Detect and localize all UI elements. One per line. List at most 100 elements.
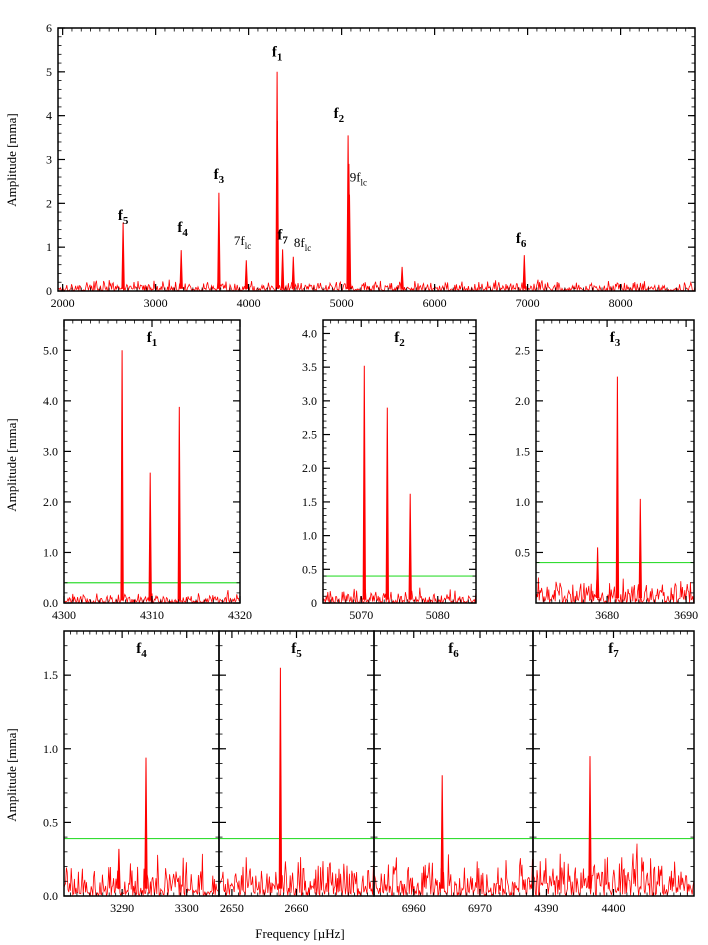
- noise-f3: [536, 577, 694, 603]
- ytick-label-overview-4: 4: [46, 109, 52, 123]
- panel-f4: 3290 3300 0.0 0.5 1.0 1.5 f4: [43, 630, 220, 915]
- ytick-label-overview-2: 2: [46, 196, 52, 210]
- ytick-label-f3-1.5: 1.5: [515, 444, 530, 458]
- ytick-label-f4-0: 0.0: [43, 889, 58, 903]
- ytick-label-f2-2.5: 2.5: [302, 428, 317, 442]
- annotation-f1: f1: [272, 44, 283, 63]
- panel-f7: 4390 4400 f7: [532, 630, 695, 915]
- peak-overview-11: [400, 266, 404, 289]
- y-axis-label-overview: Amplitude [mma]: [4, 113, 19, 207]
- ytick-label-f2-3: 3.0: [302, 394, 317, 408]
- annotation-f3: f3: [214, 167, 225, 186]
- annotation-f2: f2: [334, 106, 345, 125]
- ytick-label-f2-2: 2.0: [302, 461, 317, 475]
- xtick-label-overview-6000: 6000: [423, 296, 447, 310]
- ytick-label-f4-0.5: 0.5: [43, 815, 58, 829]
- panel-title-f3: f3: [610, 330, 621, 349]
- frame-f1: [63, 319, 241, 604]
- xtick-label-f5-2650: 2650: [220, 901, 244, 915]
- peak-f4-1: [117, 848, 121, 889]
- noise-overview: [58, 279, 695, 291]
- peak-f3-1: [615, 376, 620, 598]
- peak-f1-0: [120, 350, 124, 601]
- xtick-label-f1-4310: 4310: [140, 608, 164, 622]
- y-axis-label-middle: Amplitude [mma]: [4, 418, 19, 512]
- xtick-label-overview-5000: 5000: [330, 296, 354, 310]
- peak-overview-10: [347, 194, 352, 289]
- xtick-label-f2-5080: 5080: [426, 608, 450, 622]
- ytick-label-f2-1: 1.0: [302, 529, 317, 543]
- peak-overview-0: [121, 222, 125, 289]
- ytick-label-f1-4: 4.0: [43, 394, 58, 408]
- xtick-label-overview-8000: 8000: [609, 296, 633, 310]
- panel-f1: 4300 4310 4320 0.0 1.0 2.0 3.0 4.0 5.0 f1: [43, 319, 252, 622]
- frame-f2: [322, 319, 477, 604]
- frame-f3: [535, 319, 695, 604]
- frame-f4: [63, 630, 220, 897]
- frame-f7: [532, 630, 695, 897]
- annotation-9flc: 9flc: [350, 169, 367, 187]
- ytick-label-f1-3: 3.0: [43, 444, 58, 458]
- noise-f7: [533, 843, 694, 896]
- xtick-label-f4-3290: 3290: [110, 901, 134, 915]
- ytick-label-f1-0: 0.0: [43, 596, 58, 610]
- ytick-label-overview-6: 6: [46, 21, 52, 35]
- ytick-label-overview-0: 0: [46, 284, 52, 298]
- x-axis-label: Frequency [µHz]: [255, 926, 344, 941]
- xtick-label-f6-6970: 6970: [468, 901, 492, 915]
- frame-f6: [373, 630, 534, 897]
- annotation-7flc: 7flc: [234, 233, 251, 251]
- ytick-label-f2-3.5: 3.5: [302, 360, 317, 374]
- xtick-label-overview-4000: 4000: [237, 296, 261, 310]
- xtick-label-f7-4390: 4390: [534, 901, 558, 915]
- ytick-label-overview-3: 3: [46, 153, 52, 167]
- panel-f5: 2650 2660 f5: [218, 630, 375, 915]
- peak-overview-5: [275, 120, 280, 289]
- xtick-label-f3-3680: 3680: [595, 608, 619, 622]
- xtick-label-f3-3690: 3690: [674, 608, 698, 622]
- panel-title-f5: f5: [291, 641, 302, 660]
- ytick-label-overview-1: 1: [46, 240, 52, 254]
- noise-f4: [64, 853, 219, 896]
- ytick-label-f1-1: 1.0: [43, 545, 58, 559]
- xtick-label-f4-3300: 3300: [175, 901, 199, 915]
- ytick-label-f1-5: 5.0: [43, 343, 58, 357]
- frame-overview: [57, 27, 696, 292]
- y-axis-label-bottom: Amplitude [mma]: [4, 728, 19, 822]
- peak-overview-2: [217, 192, 221, 289]
- peak-overview-6: [280, 249, 285, 289]
- ytick-label-f1-2: 2.0: [43, 495, 58, 509]
- xtick-label-overview-7000: 7000: [516, 296, 540, 310]
- xtick-label-f2-5070: 5070: [349, 608, 373, 622]
- peak-overview-7: [291, 256, 295, 289]
- peak-f4-0: [144, 757, 148, 889]
- peak-f1-1: [148, 472, 152, 601]
- annotation-f5: f5: [118, 208, 129, 227]
- peak-f5-0: [278, 667, 283, 889]
- peak-f2-0: [362, 365, 366, 600]
- peak-f2-2: [408, 493, 412, 600]
- peak-overview-12: [522, 255, 526, 289]
- ytick-label-f3-2.5: 2.5: [515, 343, 530, 357]
- annotation-f7: f7: [277, 228, 288, 247]
- panel-title-f1: f1: [147, 330, 158, 349]
- panel-f3: 3680 3690 0.5 1.0 1.5 2.0 2.5 f3: [515, 319, 698, 622]
- xtick-label-overview-2000: 2000: [51, 296, 75, 310]
- ytick-label-f3-2: 2.0: [515, 394, 530, 408]
- peak-f2-1: [385, 407, 389, 600]
- peak-overview-3: [244, 260, 248, 289]
- annotation-f6: f6: [516, 231, 527, 250]
- annotation-f4: f4: [177, 220, 188, 239]
- noise-f6: [374, 854, 533, 896]
- xtick-label-overview-3000: 3000: [144, 296, 168, 310]
- ytick-label-f3-1: 1.0: [515, 495, 530, 509]
- ytick-label-f2-0.5: 0.5: [302, 562, 317, 576]
- xtick-label-f5-2660: 2660: [285, 901, 309, 915]
- peak-f3-0: [595, 547, 600, 598]
- ytick-label-f2-4: 4.0: [302, 326, 317, 340]
- panel-f2: 5070 5080 0 0.5 1.0 1.5 2.0 2.5 3.0 3.5 4.0 f2: [302, 319, 477, 622]
- panel-title-f4: f4: [136, 641, 147, 660]
- ytick-label-f3-0.5: 0.5: [515, 545, 530, 559]
- annotation-8flc: 8flc: [294, 235, 311, 253]
